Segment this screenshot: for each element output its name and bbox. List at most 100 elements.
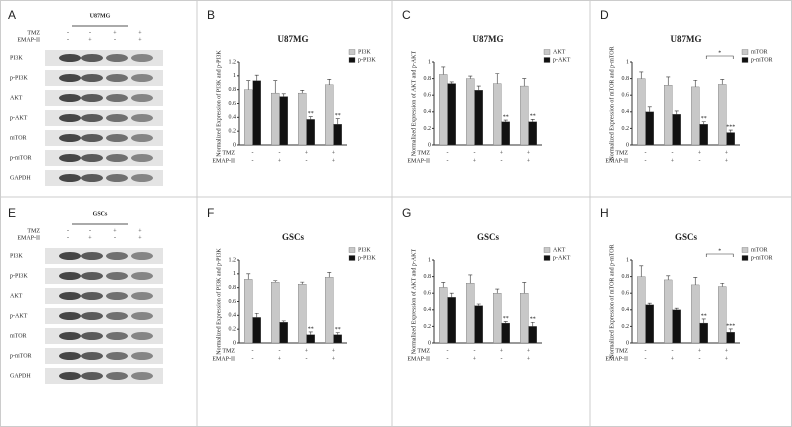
condition-sign: - — [645, 356, 647, 362]
condition-sign: - — [699, 158, 701, 164]
condition-name: TMZ — [222, 150, 235, 156]
band — [131, 114, 153, 122]
bar — [466, 78, 475, 146]
bar — [466, 283, 475, 344]
y-tick-label: 0 — [233, 142, 236, 148]
blot-strip — [45, 170, 163, 186]
bracket — [705, 55, 734, 59]
bracket — [705, 253, 734, 257]
error-bar — [449, 292, 454, 298]
y-tick-label: 1 — [626, 59, 629, 65]
condition-sign: - — [89, 30, 91, 36]
bar — [718, 286, 727, 344]
y-tick-label: 0.8 — [424, 76, 432, 82]
condition-sign: - — [67, 228, 69, 234]
error-bar — [522, 78, 527, 87]
band — [81, 292, 103, 300]
blot-strip — [45, 90, 163, 106]
significance: ** — [530, 114, 536, 120]
band — [106, 174, 128, 182]
condition-sign: - — [252, 158, 254, 164]
condition-sign: + — [527, 348, 531, 354]
legend-swatch — [543, 49, 551, 55]
error-bar — [335, 118, 340, 125]
condition-sign: + — [725, 348, 729, 354]
bar — [325, 84, 334, 146]
condition-sign: + — [725, 158, 729, 164]
y-tick-label: 0.6 — [622, 93, 630, 99]
y-tick-label: 1 — [233, 271, 236, 277]
condition-name: TMZ — [417, 150, 430, 156]
y-tick-label: 0.2 — [622, 126, 630, 132]
condition-sign: - — [645, 348, 647, 354]
blot-strip — [45, 328, 163, 344]
bar — [474, 90, 483, 146]
y-axis-label: Normalized Expression of mTOR and p-mTOR — [608, 46, 615, 160]
band — [59, 74, 81, 82]
condition-name: EMAP-II — [212, 356, 235, 362]
legend-swatch — [348, 49, 356, 55]
bar — [439, 74, 448, 146]
condition-name: TMZ — [417, 348, 430, 354]
bar — [493, 83, 502, 146]
condition-sign: - — [672, 150, 674, 156]
condition-name: TMZ — [222, 348, 235, 354]
blot-strip — [45, 130, 163, 146]
band — [81, 154, 103, 162]
condition-sign: + — [88, 235, 92, 241]
condition-name: EMAP-II — [407, 356, 430, 362]
chart-title: U87MG — [278, 34, 309, 44]
band — [81, 312, 103, 320]
legend-label: PI3K — [358, 247, 371, 253]
condition-sign: + — [332, 356, 336, 362]
error-bar — [674, 307, 679, 310]
condition-sign: - — [67, 30, 69, 36]
condition-name: EMAP-II — [407, 158, 430, 164]
legend-label: p-mTOR — [751, 255, 773, 261]
y-tick-label: 0.6 — [229, 299, 237, 305]
bar — [664, 85, 673, 146]
bar — [244, 89, 253, 146]
error-bar — [327, 272, 332, 278]
error-bar — [281, 320, 286, 323]
condition-sign: + — [527, 150, 531, 156]
band — [81, 54, 103, 62]
band — [106, 272, 128, 280]
condition-sign: - — [306, 356, 308, 362]
error-bar — [639, 265, 644, 277]
significance: ** — [335, 113, 341, 119]
condition-sign: + — [305, 150, 309, 156]
error-bar — [639, 71, 644, 79]
condition-name: EMAP-II — [212, 158, 235, 164]
blot-strip — [45, 308, 163, 324]
legend-swatch — [543, 255, 551, 261]
condition-sign: - — [279, 348, 281, 354]
bar — [493, 293, 502, 344]
condition-sign: - — [252, 150, 254, 156]
condition-sign: - — [447, 150, 449, 156]
error-bar — [503, 119, 508, 122]
legend-swatch — [741, 49, 749, 55]
error-bar — [273, 280, 278, 283]
error-bar — [720, 79, 725, 85]
condition-name: EMAP-II — [17, 235, 40, 241]
bar — [298, 92, 307, 146]
band-label: PI3K — [10, 55, 23, 61]
bar — [333, 334, 342, 344]
band — [106, 154, 128, 162]
y-axis-label: Normalized Expression of AKT and p-AKT — [410, 50, 417, 156]
band-label: p-mTOR — [10, 353, 32, 359]
y-tick-label: 1 — [233, 73, 236, 79]
condition-sign: + — [725, 150, 729, 156]
bar — [699, 124, 708, 146]
y-tick-label: 1.2 — [229, 257, 237, 263]
band — [81, 114, 103, 122]
error-bar — [300, 90, 305, 94]
band — [131, 74, 153, 82]
condition-sign: + — [500, 150, 504, 156]
condition-sign: + — [671, 158, 675, 164]
band — [106, 54, 128, 62]
error-bar — [335, 332, 340, 335]
blot-strip — [45, 288, 163, 304]
